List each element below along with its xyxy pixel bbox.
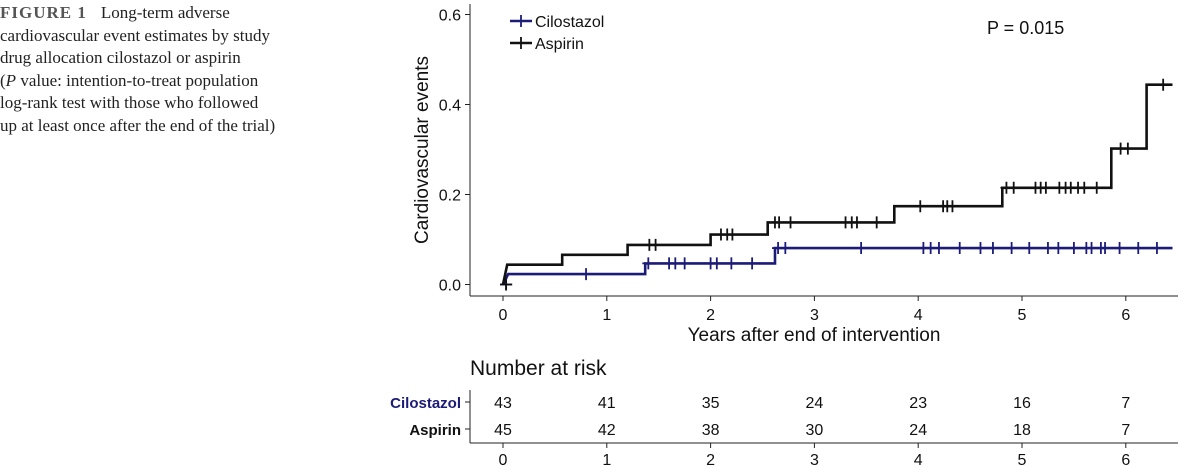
censor-mark-cilostazol [855,242,868,255]
risk-count-aspirin: 38 [702,422,720,439]
y-tick-label: 0.6 [439,8,461,25]
censor-mark-aspirin [500,278,513,291]
risk-x-tick-label: 6 [1121,452,1130,467]
risk-x-tick-label: 3 [810,452,819,467]
risk-row-label-cilostazol: Cilostazol [390,395,461,412]
x-tick-label: 3 [810,307,819,324]
risk-count-aspirin: 7 [1121,422,1130,439]
risk-x-tick-label: 5 [1018,452,1027,467]
caption-line-1: Long-term adverse [100,3,230,22]
risk-count-aspirin: 45 [494,422,512,439]
risk-row-label-aspirin: Aspirin [409,422,461,439]
risk-count-aspirin: 30 [806,422,824,439]
caption-body: cardiovascular event estimates by study … [0,25,350,138]
censor-mark-cilostazol [642,257,655,270]
legend-label-aspirin: Aspirin [535,36,584,53]
censor-mark-cilostazol [986,242,999,255]
censor-mark-cilostazol [779,242,792,255]
censor-mark-cilostazol [746,257,759,270]
risk-x-tick-label: 0 [499,452,508,467]
legend-label-cilostazol: Cilostazol [535,14,604,31]
caption-text-a: cardiovascular event estimates by study … [0,25,271,90]
risk-count-aspirin: 42 [598,422,616,439]
km-curve-aspirin [501,83,1173,285]
censor-mark-cilostazol [932,242,945,255]
censor-mark-aspirin [870,216,883,229]
p-value-annotation: P = 0.015 [987,18,1064,38]
risk-count-cilostazol: 23 [909,395,927,412]
risk-x-tick-label: 2 [706,452,715,467]
censor-mark-cilostazol [1067,242,1080,255]
x-tick-label: 6 [1121,307,1130,324]
censor-mark-aspirin [1007,181,1020,194]
censor-mark-aspirin [726,228,739,241]
risk-count-aspirin: 18 [1013,422,1031,439]
risk-count-cilostazol: 24 [806,395,824,412]
risk-x-tick-label: 4 [914,452,923,467]
y-axis-title: Cardiovascular events [412,56,433,244]
censor-mark-cilostazol [725,257,738,270]
risk-count-aspirin: 24 [909,422,927,439]
censor-mark-cilostazol [1099,242,1112,255]
censor-mark-aspirin [1078,181,1091,194]
censor-mark-cilostazol [580,268,593,281]
figure-label: FIGURE 1 [0,3,87,22]
risk-count-cilostazol: 43 [494,395,512,412]
censor-mark-aspirin [1157,78,1170,91]
censor-mark-aspirin [1121,142,1134,155]
caption-p-italic: P [5,70,17,90]
y-tick-label: 0.2 [439,188,461,205]
censor-mark-cilostazol [1005,242,1018,255]
x-axis-title: Years after end of intervention [688,325,941,346]
x-tick-label: 1 [602,307,611,324]
censor-mark-cilostazol [678,257,691,270]
censor-mark-cilostazol [1052,242,1065,255]
censor-mark-cilostazol [953,242,966,255]
censor-mark-aspirin [649,238,662,251]
y-tick-label: 0.0 [439,278,461,295]
risk-x-tick-label: 1 [602,452,611,467]
risk-count-cilostazol: 7 [1121,395,1130,412]
censor-mark-aspirin [784,216,797,229]
censor-mark-aspirin [850,216,863,229]
censor-mark-cilostazol [1113,242,1126,255]
censor-mark-cilostazol [1150,242,1163,255]
censor-mark-aspirin [1039,181,1052,194]
censor-mark-cilostazol [710,257,723,270]
x-tick-label: 0 [499,307,508,324]
censor-mark-aspirin [946,200,959,213]
x-tick-label: 5 [1018,307,1027,324]
censor-mark-aspirin [773,216,786,229]
figure-caption: FIGURE 1 Long-term adverse cardiovascular… [0,2,350,137]
x-tick-label: 2 [706,307,715,324]
censor-mark-cilostazol [1132,242,1145,255]
censor-mark-cilostazol [1041,242,1054,255]
risk-count-cilostazol: 16 [1013,395,1031,412]
censor-mark-aspirin [914,200,927,213]
y-tick-label: 0.4 [439,98,461,115]
censor-mark-aspirin [1090,181,1103,194]
caption-text-b: value: intention-to-treat population log… [0,70,276,135]
risk-table-title: Number at risk [470,357,607,380]
x-tick-label: 4 [914,307,923,324]
risk-count-cilostazol: 41 [598,395,616,412]
censor-mark-cilostazol [1023,242,1036,255]
risk-count-cilostazol: 35 [702,395,720,412]
censor-mark-cilostazol [974,242,987,255]
km-plot-area: 0.0 0.2 0.4 0.6 0 1 2 3 4 5 6 Years after end of in… [412,4,1178,346]
